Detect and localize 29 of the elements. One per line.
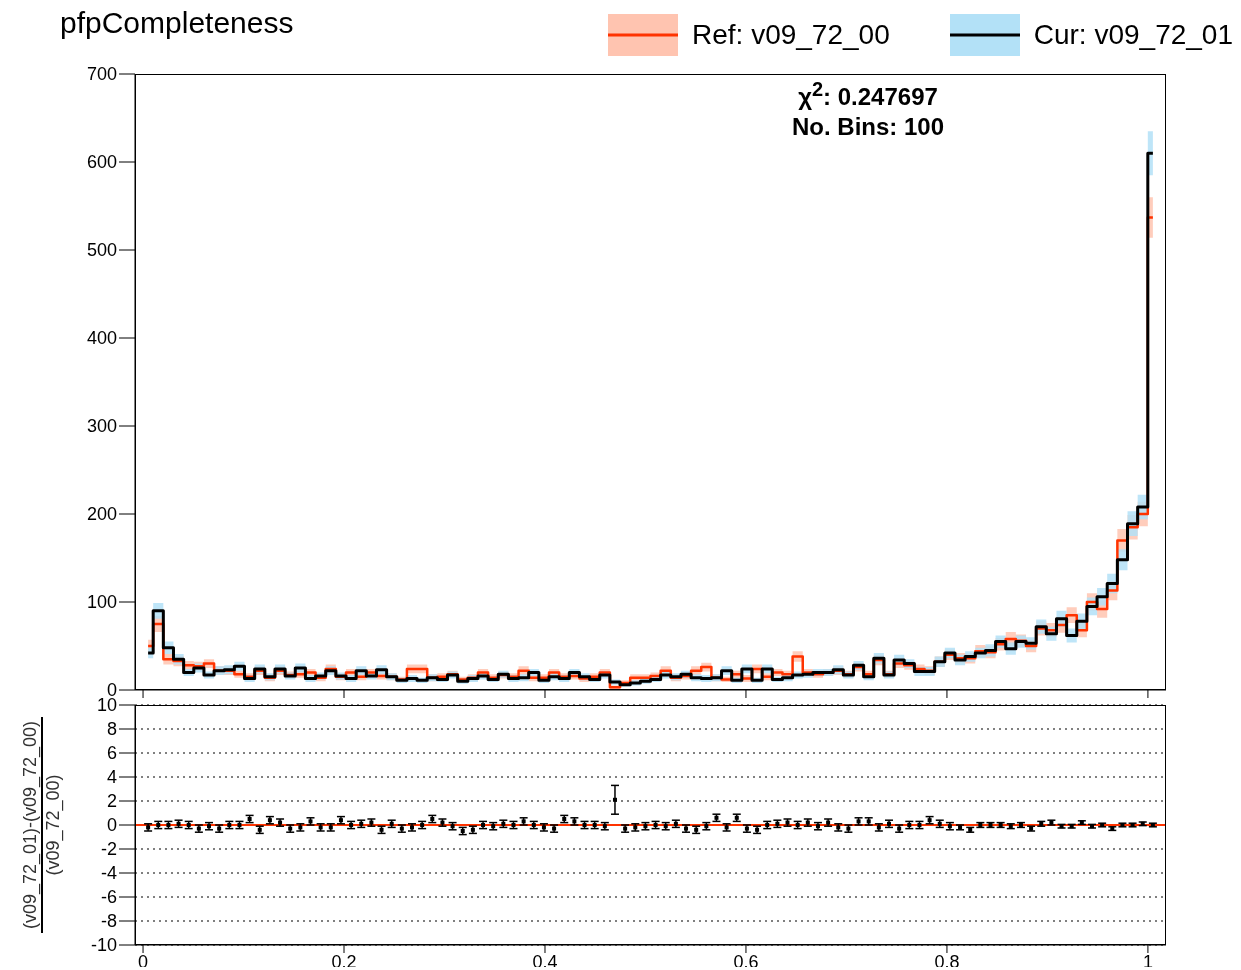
y-tick-label: 8	[106, 719, 117, 740]
annotation: χ$^{2}$: 0.247697	[797, 78, 939, 111]
legend-label: Cur: v09_72_01	[1033, 19, 1233, 51]
y-tick-label: 400	[86, 328, 117, 349]
x-tick-label: 0.4	[532, 951, 558, 970]
x-tick-label: 1	[1142, 951, 1153, 970]
y-tick-label: -2	[100, 839, 117, 860]
y-tick-label: -10	[90, 935, 117, 956]
y-tick-label: 500	[86, 240, 117, 261]
chart-title: pfpCompleteness	[60, 6, 294, 40]
y-tick-label: 600	[86, 152, 117, 173]
y-tick-label: -4	[100, 863, 117, 884]
y-tick-label: 300	[86, 416, 117, 437]
x-tick-label: 0.8	[934, 951, 960, 970]
y-tick-label: -6	[100, 887, 117, 908]
y-tick-label: 0	[106, 815, 117, 836]
y-tick-label: 6	[106, 743, 117, 764]
annotation: No. Bins: 100	[790, 113, 945, 141]
y-tick-label: 200	[86, 504, 117, 525]
y-tick-label: 100	[86, 592, 117, 613]
y-tick-label: 4	[106, 767, 117, 788]
x-tick-label: 0.2	[331, 951, 357, 970]
y-tick-label: -8	[100, 911, 117, 932]
x-tick-label: 0.6	[733, 951, 759, 970]
y-tick-label: 2	[106, 791, 117, 812]
y-axis-title: (v09_72_01)-(v09_72_00) (v09_72_00)	[20, 719, 64, 932]
legend-label: Ref: v09_72_00	[692, 19, 890, 51]
x-tick-label: 0	[138, 951, 149, 970]
y-tick-label: 700	[86, 64, 117, 85]
